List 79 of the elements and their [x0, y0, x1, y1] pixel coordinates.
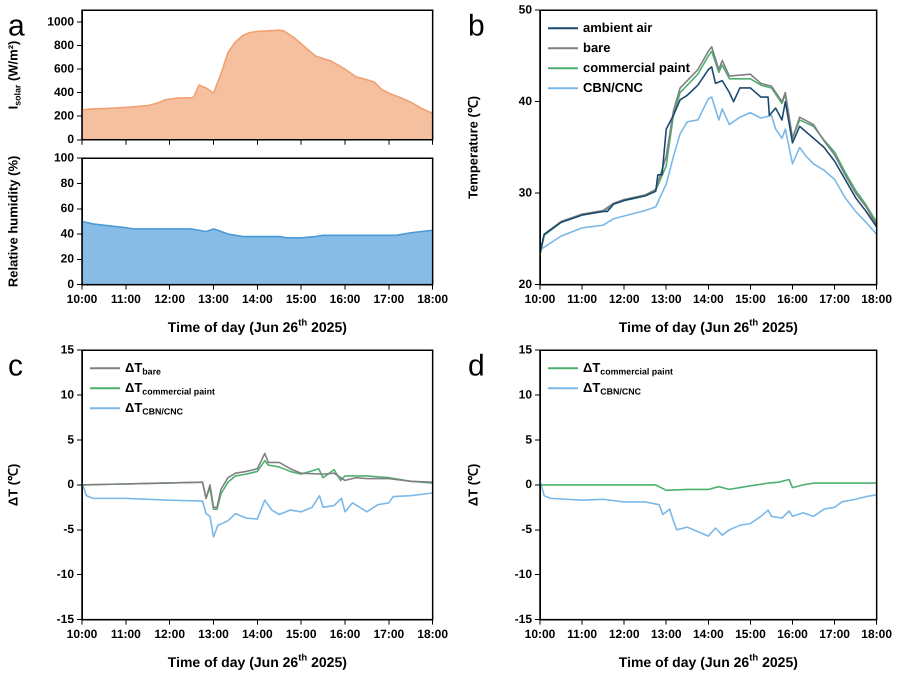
y-tick-label: 15 [518, 342, 532, 357]
y-tick-label: 60 [60, 201, 74, 216]
x-tick-label: 14:00 [242, 627, 273, 642]
y-tick-label: 10 [518, 387, 532, 402]
y-tick-label: -5 [521, 522, 532, 536]
x-tick-label: 15:00 [286, 292, 317, 306]
y-tick-label: 80 [60, 176, 74, 190]
y-tick-label: -15 [56, 612, 74, 626]
x-tick-label: 16:00 [330, 292, 361, 306]
x-tick-label: 11:00 [567, 627, 598, 642]
y-tick-label: 15 [60, 342, 74, 357]
y-tick-label: 0 [67, 477, 74, 492]
y-tick-label: 400 [54, 84, 74, 99]
x-tick-label: 18:00 [861, 292, 892, 306]
text: a [8, 9, 25, 42]
y-tick-label: 20 [518, 276, 532, 291]
legend-label: ambient air [583, 20, 652, 35]
y-tick-label: 5 [525, 432, 532, 446]
y-axis-title: Temperature (℃) [466, 96, 481, 199]
x-tick-label: 17:00 [373, 292, 404, 306]
x-tick-label: 14:00 [692, 627, 724, 642]
text: d [468, 349, 485, 382]
x-tick-label: 12:00 [608, 627, 640, 642]
x-tick-label: 18:00 [417, 292, 448, 306]
x-tick-label: 12:00 [154, 627, 186, 642]
x-tick-label: 10:00 [524, 627, 556, 642]
x-tick-label: 10:00 [66, 292, 98, 306]
y-tick-label: 40 [60, 226, 74, 240]
x-tick-label: 15:00 [735, 627, 766, 642]
y-axis-title: ΔT (℃) [6, 464, 21, 506]
x-tick-label: 13:00 [198, 292, 230, 306]
x-tick-label: 17:00 [373, 627, 404, 642]
x-tick-label: 10:00 [524, 292, 556, 306]
x-tick-label: 18:00 [861, 627, 892, 642]
y-tick-label: 600 [54, 61, 74, 76]
legend-label: commercial paint [583, 60, 691, 75]
text: c [8, 349, 23, 382]
x-tick-label: 11:00 [567, 292, 598, 306]
x-tick-label: 15:00 [735, 292, 766, 306]
x-tick-label: 12:00 [154, 292, 186, 306]
x-tick-label: 13:00 [650, 627, 682, 642]
x-tick-label: 11:00 [110, 627, 142, 642]
text: b [468, 9, 485, 42]
y-tick-label: -10 [514, 567, 532, 582]
y-tick-label: 5 [67, 432, 74, 446]
x-tick-label: 14:00 [692, 292, 724, 306]
x-tick-label: 17:00 [819, 292, 850, 306]
x-tick-label: 15:00 [286, 627, 317, 642]
x-tick-label: 11:00 [110, 292, 142, 306]
y-tick-label: -15 [514, 612, 532, 626]
x-tick-label: 18:00 [417, 627, 448, 642]
y-tick-label: 10 [60, 387, 74, 402]
y-tick-label: 50 [518, 2, 532, 17]
y-axis-title: ΔT (℃) [466, 464, 481, 506]
y-tick-label: 1000 [47, 14, 74, 28]
x-tick-label: 10:00 [66, 627, 98, 642]
y-tick-label: -10 [56, 567, 74, 582]
y-tick-label: 0 [525, 477, 532, 492]
y-axis-title: Relative humidity (%) [6, 156, 21, 288]
x-tick-label: 17:00 [819, 627, 850, 642]
x-tick-label: 14:00 [242, 292, 273, 306]
x-tick-label: 13:00 [650, 292, 682, 306]
y-tick-label: 30 [518, 185, 532, 200]
legend-label: CBN/CNC [583, 80, 644, 95]
y-tick-label: 40 [518, 94, 532, 108]
legend-label: bare [583, 40, 610, 55]
y-tick-label: 20 [60, 252, 74, 266]
x-tick-label: 16:00 [777, 627, 808, 642]
y-axis-title: Isolar (W/m²) [6, 40, 22, 110]
y-tick-label: 800 [54, 38, 74, 52]
y-tick-label: -5 [63, 522, 74, 536]
y-tick-label: 100 [54, 150, 74, 165]
x-tick-label: 16:00 [777, 292, 808, 306]
y-tick-label: 0 [67, 276, 74, 291]
x-tick-label: 13:00 [198, 627, 230, 642]
y-tick-label: 200 [54, 108, 74, 123]
x-tick-label: 16:00 [330, 627, 361, 642]
x-tick-label: 12:00 [608, 292, 640, 306]
y-tick-label: 0 [67, 132, 74, 146]
